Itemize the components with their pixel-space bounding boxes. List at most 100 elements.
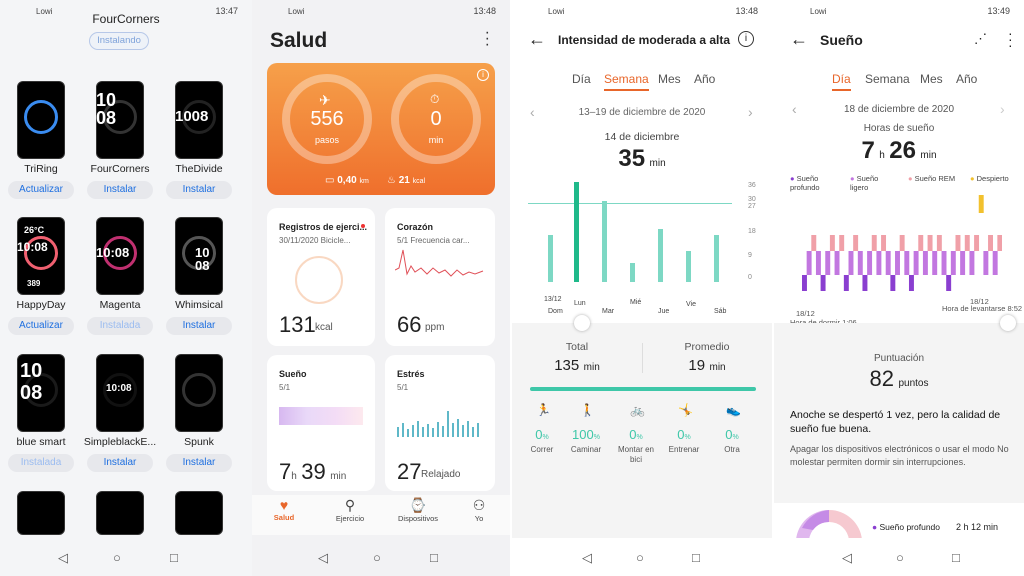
back-arrow-icon[interactable]: ← [790,29,808,49]
tab-dia[interactable]: Día [832,72,851,91]
chart-bar[interactable] [574,182,579,282]
scrubber-handle[interactable] [1000,315,1016,331]
home-icon[interactable]: ○ [896,550,904,565]
activity-percent-sign: % [732,434,739,441]
status-bar: Lowi 13:47 [36,6,238,16]
tab-dia[interactable]: Día [572,72,591,86]
watchface-preview[interactable] [175,354,223,432]
prev-icon[interactable]: ‹ [792,101,797,117]
watchface-name: Magenta [99,299,141,311]
watchface-action-button[interactable]: Instalar [166,454,232,472]
steps-unit: pasos [314,135,340,145]
card-subtitle: 5/1 Frecuencia car... [397,236,470,245]
watchface-action-button[interactable]: Actualizar [8,181,74,199]
sleep-stage-light [904,251,910,275]
home-icon[interactable]: ○ [373,550,381,565]
shoe-icon: ✈ [319,92,331,108]
tab-semana[interactable]: Semana [604,72,649,91]
back-icon[interactable]: ◁ [58,550,68,565]
scrubber-handle[interactable] [574,315,590,331]
chart-bar[interactable] [548,234,553,282]
watchface-preview[interactable] [17,354,65,432]
installing-button[interactable]: Instalando [89,32,149,50]
sleep-stage-light [913,251,919,275]
watchface-action-button[interactable]: Instalar [87,181,153,199]
stress-card[interactable]: Estrés 5/1 27 Relajado [385,355,495,491]
back-arrow-icon[interactable]: ← [528,29,546,49]
more-icon[interactable]: · · · [1008,25,1013,53]
back-icon[interactable]: ◁ [318,550,328,565]
watchface-preview[interactable] [96,354,144,432]
sleep-stage-light [895,251,900,275]
recents-icon[interactable]: □ [692,550,700,565]
info-icon[interactable]: i [477,69,489,81]
tab-salud[interactable]: ♥ Salud [264,497,304,522]
watchface-preview[interactable] [17,491,65,535]
chart-bar[interactable] [714,234,719,282]
tab-ejercicio[interactable]: ⚲ Ejercicio [326,497,374,523]
watchface-preview[interactable] [96,491,144,535]
y-tick-label: 0 [748,274,752,281]
chart-bar[interactable] [630,262,635,282]
recents-icon[interactable]: □ [170,550,178,565]
watchface-ring [182,236,216,270]
chart-bar[interactable] [686,251,691,282]
more-icon[interactable]: · · · [484,24,490,53]
back-icon[interactable]: ◁ [842,550,852,565]
activity-icon: 🤸 [678,403,693,417]
prev-icon[interactable]: ‹ [530,104,535,120]
exercise-card[interactable]: Registros de ejerci... 30/11/2020 Bicicl… [267,208,375,346]
watchface-preview[interactable] [175,81,223,159]
tab-yo[interactable]: ⚇ Yo [464,497,494,523]
deep-legend: ● Sueño profundo [872,522,940,532]
tab-ano[interactable]: Año [956,72,978,86]
recents-icon[interactable]: □ [430,550,438,565]
share-icon[interactable]: ⋰ [974,31,987,46]
heart-card[interactable]: Corazón 5/1 Frecuencia car... 66 ppm [385,208,495,346]
sleep-stage-light [815,251,821,275]
watchface-action-button[interactable]: Instalar [166,181,232,199]
tab-mes[interactable]: Mes [658,72,681,86]
watchface-preview[interactable] [17,81,65,159]
chart-bar[interactable] [602,201,607,282]
watchface-preview[interactable] [96,81,144,159]
info-icon[interactable]: i [738,31,754,47]
watchface-preview[interactable] [17,217,65,295]
tab-semana[interactable]: Semana [865,72,910,86]
sleep-stage-deep [908,275,914,291]
activity-name: Otra [724,445,740,454]
average-label: Promedio [684,341,730,353]
score-value: 82 puntos [869,366,929,391]
tab-mes[interactable]: Mes [920,72,943,86]
home-icon[interactable]: ○ [636,550,644,565]
watchface-action-button[interactable]: Instalar [87,454,153,472]
card-subtitle: 30/11/2020 Bicicle... [279,236,351,245]
next-icon[interactable]: › [748,104,753,120]
activity-card[interactable]: ✈ 556 pasos ⏱ 0 min i ▭ 0,40 km ♨ 21 kca… [267,63,495,195]
tab-dispositivos[interactable]: ⌚ Dispositivos [388,497,448,523]
next-icon[interactable]: › [1000,101,1005,117]
watchface-preview[interactable] [175,217,223,295]
watchface-action-button[interactable]: Instalada [8,454,74,472]
activity-name: Correr [530,445,554,454]
sleep-card[interactable]: Sueño 5/1 7h 39 min [267,355,375,491]
watchface-time: 10 [96,90,117,110]
back-icon[interactable]: ◁ [582,550,592,565]
home-icon[interactable]: ○ [113,550,121,565]
watchface-name: Whimsical [175,299,223,311]
recents-icon[interactable]: □ [952,550,960,565]
chart-bar[interactable] [658,229,663,282]
watchface-preview[interactable] [96,217,144,295]
nav-bar: ◁ ○ □ [774,538,1024,576]
stress-bars [397,411,479,437]
sleep-stage-rem [936,235,942,251]
sleep-stage-deep [802,275,807,291]
tab-ano[interactable]: Año [694,72,716,86]
watchface-action-button[interactable]: Instalar [166,317,232,335]
activity-icon: 🏃 [536,403,551,417]
x-tick-label: Vie [686,301,696,308]
activity-value: 0% [666,426,702,444]
watchface-preview[interactable] [175,491,223,535]
watchface-action-button[interactable]: Actualizar [8,317,74,335]
watchface-action-button[interactable]: Instalada [87,317,153,335]
